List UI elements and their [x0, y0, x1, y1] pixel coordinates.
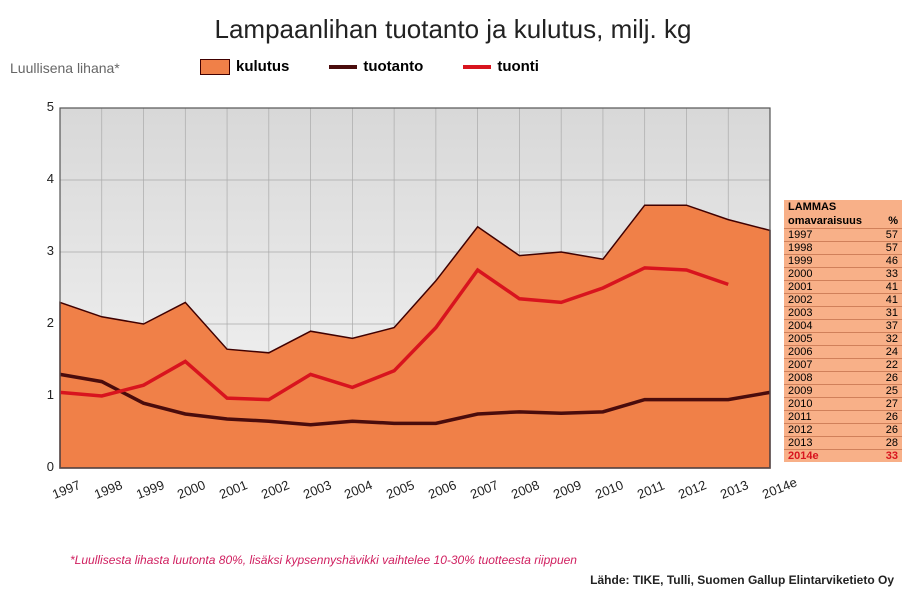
y-tick-label: 1 — [24, 387, 54, 402]
y-tick-label: 4 — [24, 171, 54, 186]
table-row: 201328 — [784, 437, 902, 450]
legend-label-tuonti: tuonti — [497, 58, 539, 75]
y-tick-label: 5 — [24, 99, 54, 114]
table-row: 201027 — [784, 398, 902, 411]
chart-area: 0123451997199819992000200120022003200420… — [10, 88, 780, 528]
side-table-col1: omavaraisuus — [784, 214, 879, 229]
legend-kulutus: kulutus — [200, 58, 289, 75]
source-text: Lähde: TIKE, Tulli, Suomen Gallup Elinta… — [590, 573, 894, 587]
y-tick-label: 2 — [24, 315, 54, 330]
table-row: 200826 — [784, 372, 902, 385]
area-swatch-icon — [200, 59, 230, 75]
legend-label-tuotanto: tuotanto — [363, 58, 423, 75]
table-row: 200141 — [784, 281, 902, 294]
legend-tuonti: tuonti — [463, 58, 539, 75]
y-tick-label: 3 — [24, 243, 54, 258]
side-table-col2: % — [879, 214, 902, 229]
table-row: 200241 — [784, 294, 902, 307]
table-row: 200925 — [784, 385, 902, 398]
table-row: 199757 — [784, 229, 902, 242]
table-row: 199946 — [784, 255, 902, 268]
table-row: 200624 — [784, 346, 902, 359]
table-row: 201226 — [784, 424, 902, 437]
table-row: 199857 — [784, 242, 902, 255]
table-row: 200722 — [784, 359, 902, 372]
chart-svg — [10, 88, 780, 528]
table-row: 200331 — [784, 307, 902, 320]
table-row: 2014e33 — [784, 450, 902, 463]
legend-tuotanto: tuotanto — [329, 58, 423, 75]
table-row: 200437 — [784, 320, 902, 333]
side-table: LAMMAS omavaraisuus % 199757199857199946… — [784, 200, 902, 462]
line-swatch-icon — [329, 65, 357, 69]
subtitle-left: Luullisena lihana* — [10, 60, 120, 76]
line-swatch-icon — [463, 65, 491, 69]
legend: kulutus tuotanto tuonti — [200, 58, 539, 75]
table-row: 200532 — [784, 333, 902, 346]
chart-title: Lampaanlihan tuotanto ja kulutus, milj. … — [0, 14, 906, 45]
footnote: *Luullisesta lihasta luutonta 80%, lisäk… — [70, 553, 577, 567]
table-row: 201126 — [784, 411, 902, 424]
legend-label-kulutus: kulutus — [236, 58, 289, 75]
side-table-title: LAMMAS — [784, 200, 902, 214]
y-tick-label: 0 — [24, 459, 54, 474]
table-row: 200033 — [784, 268, 902, 281]
